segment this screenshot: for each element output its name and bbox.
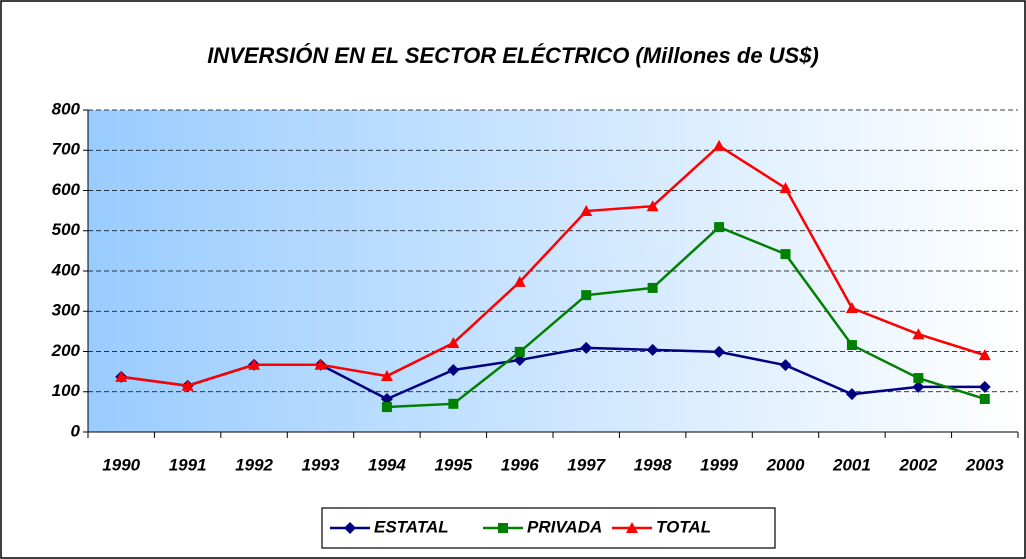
data-point xyxy=(447,364,460,377)
x-tick-label: 1991 xyxy=(169,455,207,474)
data-point xyxy=(647,282,658,293)
data-point xyxy=(447,337,460,349)
data-point xyxy=(380,370,393,382)
legend-marker xyxy=(498,523,508,533)
x-tick-label: 1992 xyxy=(235,455,273,474)
data-point xyxy=(779,359,792,372)
data-point xyxy=(846,340,857,351)
x-tick-label: 1998 xyxy=(634,455,672,474)
x-tick-label: 2000 xyxy=(766,455,805,474)
legend-marker xyxy=(626,522,638,533)
y-tick-label: 400 xyxy=(51,260,81,279)
data-point xyxy=(912,328,925,340)
legend-label: PRIVADA xyxy=(527,517,602,536)
x-tick-label: 1994 xyxy=(368,455,406,474)
y-tick-label: 200 xyxy=(51,341,81,360)
y-tick-label: 600 xyxy=(52,180,81,199)
data-point xyxy=(779,182,792,194)
data-point xyxy=(115,370,128,382)
data-point xyxy=(514,346,525,357)
data-point xyxy=(314,358,327,370)
x-tick-label: 2002 xyxy=(898,455,937,474)
series-line xyxy=(386,225,986,409)
data-point xyxy=(845,302,858,314)
data-point xyxy=(513,275,526,287)
legend xyxy=(321,507,776,549)
x-tick-label: 2001 xyxy=(832,455,871,474)
chart-title: INVERSIÓN EN EL SECTOR ELÉCTRICO (Millon… xyxy=(207,43,819,68)
data-point xyxy=(448,398,459,409)
x-tick-label: 1993 xyxy=(302,455,340,474)
y-tick-label: 500 xyxy=(52,220,81,239)
legend-marker xyxy=(344,522,356,534)
data-point xyxy=(713,345,726,358)
data-point xyxy=(912,380,925,393)
x-tick-label: 1999 xyxy=(700,455,738,474)
data-point xyxy=(580,205,593,217)
x-tick-label: 1995 xyxy=(434,455,472,474)
data-point xyxy=(646,200,659,212)
legend-label: ESTATAL xyxy=(374,517,449,536)
data-point xyxy=(513,353,526,366)
y-tick-label: 300 xyxy=(52,301,81,320)
legend-label: TOTAL xyxy=(656,517,711,536)
data-point xyxy=(380,392,393,405)
x-tick-label: 1996 xyxy=(501,455,539,474)
x-tick-label: 1997 xyxy=(567,455,606,474)
data-point xyxy=(845,388,858,401)
data-point xyxy=(581,290,592,301)
y-tick-label: 700 xyxy=(52,140,81,159)
data-point xyxy=(714,222,725,233)
data-point xyxy=(381,402,392,413)
data-point xyxy=(978,349,991,361)
series-line xyxy=(121,144,986,387)
data-point xyxy=(979,393,990,404)
data-point xyxy=(913,373,924,384)
y-tick-label: 0 xyxy=(71,421,81,440)
data-point xyxy=(978,380,991,393)
data-point xyxy=(580,341,593,354)
data-point xyxy=(181,379,194,391)
data-point xyxy=(780,249,791,260)
data-point xyxy=(713,139,726,151)
data-point xyxy=(248,358,261,370)
y-tick-label: 800 xyxy=(52,99,81,118)
y-tick-label: 100 xyxy=(52,381,81,400)
x-tick-label: 1990 xyxy=(102,455,140,474)
data-point xyxy=(646,343,659,356)
x-tick-label: 2003 xyxy=(965,455,1004,474)
